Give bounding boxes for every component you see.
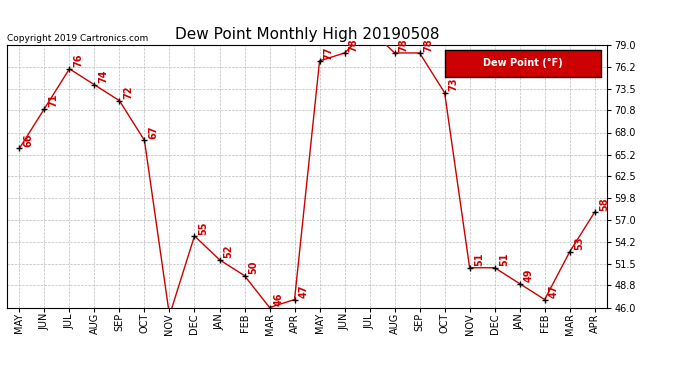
Text: 51: 51: [499, 253, 509, 266]
Text: 72: 72: [124, 86, 134, 99]
Text: 78: 78: [399, 38, 408, 52]
Text: 77: 77: [324, 46, 334, 60]
Text: 71: 71: [48, 94, 59, 107]
Text: 49: 49: [524, 269, 534, 282]
Text: 74: 74: [99, 70, 108, 83]
Text: 46: 46: [274, 292, 284, 306]
Title: Dew Point Monthly High 20190508: Dew Point Monthly High 20190508: [175, 27, 440, 42]
Text: Dew Point (°F): Dew Point (°F): [483, 58, 563, 68]
Text: Copyright 2019 Cartronics.com: Copyright 2019 Cartronics.com: [7, 34, 148, 43]
Text: 51: 51: [474, 253, 484, 266]
Text: 73: 73: [448, 78, 459, 92]
Text: 67: 67: [148, 126, 159, 139]
Text: 53: 53: [574, 237, 584, 250]
Text: 78: 78: [424, 38, 434, 52]
Text: 50: 50: [248, 261, 259, 274]
Text: 76: 76: [74, 54, 83, 68]
Text: 55: 55: [199, 221, 208, 234]
Text: 66: 66: [23, 134, 34, 147]
Text: 81: 81: [0, 374, 1, 375]
FancyBboxPatch shape: [445, 50, 601, 76]
Text: 52: 52: [224, 245, 234, 258]
Text: 58: 58: [599, 197, 609, 211]
Text: 47: 47: [299, 285, 308, 298]
Text: 47: 47: [549, 285, 559, 298]
Text: 45: 45: [0, 374, 1, 375]
Text: 78: 78: [348, 38, 359, 52]
